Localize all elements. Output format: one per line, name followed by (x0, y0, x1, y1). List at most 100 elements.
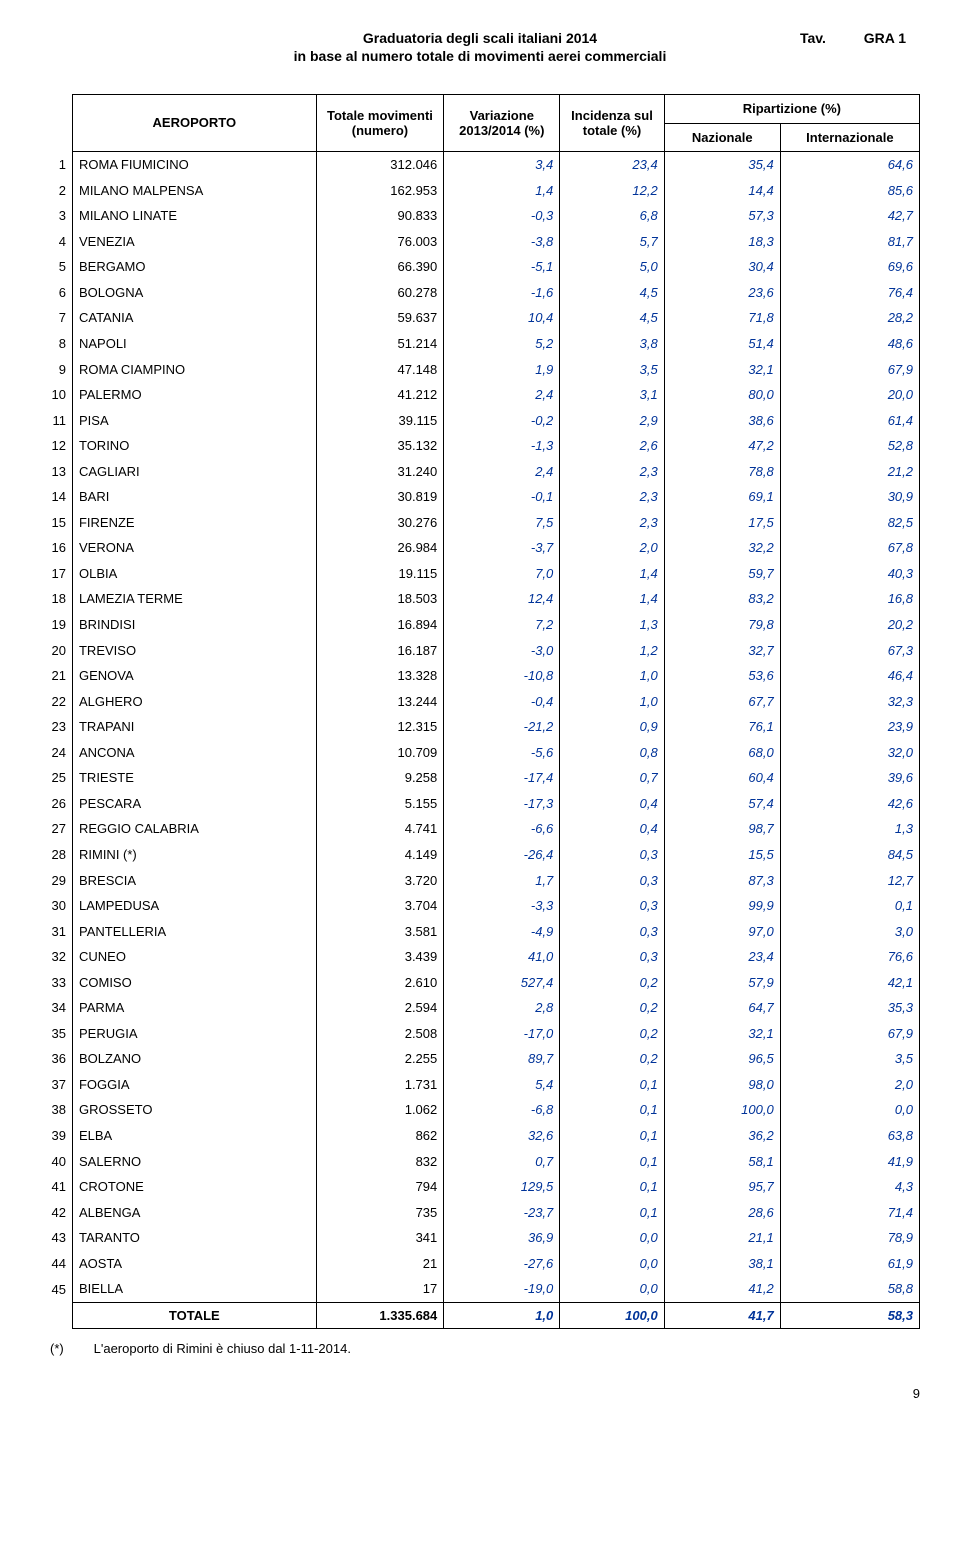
movements-cell: 13.244 (316, 689, 444, 715)
rank-cell: 24 (40, 740, 72, 766)
rank-cell: 20 (40, 638, 72, 664)
inc-cell: 23,4 (560, 152, 664, 178)
nat-cell: 32,7 (664, 638, 780, 664)
inc-cell: 0,2 (560, 970, 664, 996)
name-cell: PESCARA (72, 791, 316, 817)
int-cell: 2,0 (780, 1072, 919, 1098)
name-cell: BRINDISI (72, 612, 316, 638)
rank-cell: 39 (40, 1123, 72, 1149)
nat-cell: 76,1 (664, 714, 780, 740)
nat-cell: 57,9 (664, 970, 780, 996)
rank-cell: 25 (40, 765, 72, 791)
inc-cell: 5,7 (560, 229, 664, 255)
table-row: 11PISA39.115-0,22,938,661,4 (40, 408, 920, 434)
inc-cell: 4,5 (560, 305, 664, 331)
rank-cell: 21 (40, 663, 72, 689)
inc-cell: 0,2 (560, 1046, 664, 1072)
int-cell: 67,9 (780, 357, 919, 383)
rank-cell: 5 (40, 254, 72, 280)
rank-cell: 15 (40, 510, 72, 536)
movements-cell: 76.003 (316, 229, 444, 255)
rank-cell: 36 (40, 1046, 72, 1072)
int-cell: 63,8 (780, 1123, 919, 1149)
name-cell: ROMA FIUMICINO (72, 152, 316, 178)
footnote-text: L'aeroporto di Rimini è chiuso dal 1-11-… (94, 1341, 351, 1356)
inc-cell: 0,8 (560, 740, 664, 766)
inc-cell: 2,3 (560, 484, 664, 510)
var-cell: -3,0 (444, 638, 560, 664)
footnote-star: (*) (50, 1341, 90, 1356)
nat-cell: 21,1 (664, 1225, 780, 1251)
var-cell: 2,8 (444, 995, 560, 1021)
movements-cell: 18.503 (316, 586, 444, 612)
inc-cell: 0,4 (560, 816, 664, 842)
int-cell: 64,6 (780, 152, 919, 178)
var-cell: 5,2 (444, 331, 560, 357)
nat-cell: 59,7 (664, 561, 780, 587)
table-row: 5BERGAMO66.390-5,15,030,469,6 (40, 254, 920, 280)
movements-cell: 10.709 (316, 740, 444, 766)
nat-cell: 98,0 (664, 1072, 780, 1098)
nat-cell: 79,8 (664, 612, 780, 638)
movements-cell: 41.212 (316, 382, 444, 408)
var-cell: 2,4 (444, 382, 560, 408)
int-cell: 23,9 (780, 714, 919, 740)
int-cell: 16,8 (780, 586, 919, 612)
movements-cell: 4.741 (316, 816, 444, 842)
inc-cell: 4,5 (560, 280, 664, 306)
table-row: 31PANTELLERIA3.581-4,90,397,03,0 (40, 919, 920, 945)
inc-cell: 0,1 (560, 1072, 664, 1098)
inc-cell: 5,0 (560, 254, 664, 280)
table-row: 28RIMINI (*)4.149-26,40,315,584,5 (40, 842, 920, 868)
int-cell: 67,9 (780, 1021, 919, 1047)
total-row: TOTALE1.335.6841,0100,041,758,3 (40, 1302, 920, 1329)
name-cell: FOGGIA (72, 1072, 316, 1098)
table-row: 7CATANIA59.63710,44,571,828,2 (40, 305, 920, 331)
table-row: 32CUNEO3.43941,00,323,476,6 (40, 944, 920, 970)
var-cell: -10,8 (444, 663, 560, 689)
inc-cell: 0,1 (560, 1123, 664, 1149)
var-cell: 7,0 (444, 561, 560, 587)
name-cell: ALBENGA (72, 1200, 316, 1226)
inc-cell: 2,3 (560, 510, 664, 536)
inc-cell: 0,3 (560, 944, 664, 970)
nat-cell: 41,2 (664, 1276, 780, 1302)
table-row: 17OLBIA19.1157,01,459,740,3 (40, 561, 920, 587)
name-cell: NAPOLI (72, 331, 316, 357)
int-cell: 42,6 (780, 791, 919, 817)
movements-cell: 162.953 (316, 178, 444, 204)
name-cell: ELBA (72, 1123, 316, 1149)
var-cell: 5,4 (444, 1072, 560, 1098)
rank-cell: 27 (40, 816, 72, 842)
rank-cell: 45 (40, 1276, 72, 1302)
title-line2: in base al numero totale di movimenti ae… (40, 48, 920, 64)
title-line1: Graduatoria degli scali italiani 2014 (160, 30, 800, 46)
movements-cell: 30.276 (316, 510, 444, 536)
var-cell: 36,9 (444, 1225, 560, 1251)
table-row: 39ELBA86232,60,136,263,8 (40, 1123, 920, 1149)
var-cell: 1,4 (444, 178, 560, 204)
name-cell: PERUGIA (72, 1021, 316, 1047)
int-cell: 67,8 (780, 535, 919, 561)
var-cell: -6,8 (444, 1097, 560, 1123)
var-cell: -17,3 (444, 791, 560, 817)
nat-cell: 57,4 (664, 791, 780, 817)
int-cell: 61,9 (780, 1251, 919, 1277)
col-variazione: Variazione 2013/2014 (%) (444, 95, 560, 152)
table-row: 29BRESCIA3.7201,70,387,312,7 (40, 868, 920, 894)
table-row: 12TORINO35.132-1,32,647,252,8 (40, 433, 920, 459)
table-row: 20TREVISO16.187-3,01,232,767,3 (40, 638, 920, 664)
table-row: 9ROMA CIAMPINO47.1481,93,532,167,9 (40, 357, 920, 383)
nat-cell: 47,2 (664, 433, 780, 459)
var-cell: 32,6 (444, 1123, 560, 1149)
tav-label: Tav. (800, 30, 826, 46)
inc-cell: 1,4 (560, 586, 664, 612)
total-int: 58,3 (780, 1302, 919, 1329)
int-cell: 81,7 (780, 229, 919, 255)
var-cell: 1,7 (444, 868, 560, 894)
table-row: 21GENOVA13.328-10,81,053,646,4 (40, 663, 920, 689)
var-cell: -19,0 (444, 1276, 560, 1302)
movements-cell: 794 (316, 1174, 444, 1200)
var-cell: -17,4 (444, 765, 560, 791)
total-var: 1,0 (444, 1302, 560, 1329)
